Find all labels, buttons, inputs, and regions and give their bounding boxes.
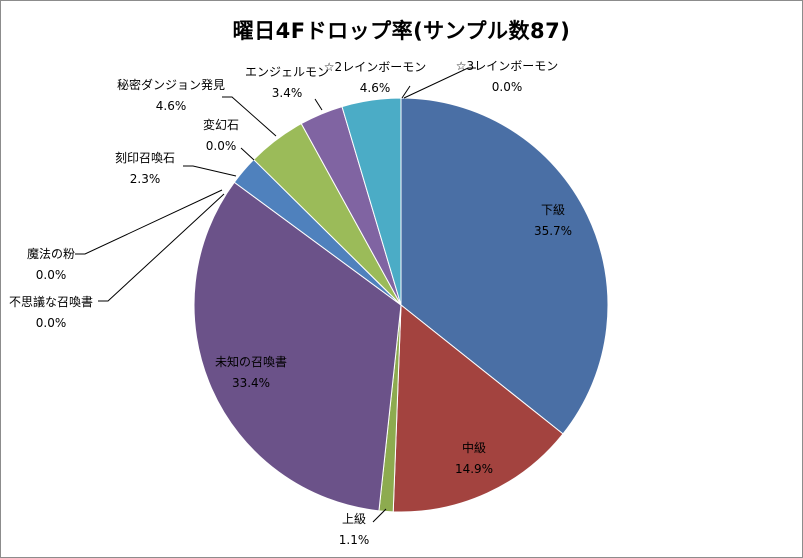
slice-11-name-label: ☆3レインボーモン bbox=[456, 59, 558, 73]
slice-4-value-label: 0.0% bbox=[36, 316, 67, 330]
slice-0 bbox=[400, 97, 609, 435]
slice-3 bbox=[193, 181, 402, 512]
slice-8-leader-line bbox=[222, 96, 277, 137]
slice-0-name-label: 下級 bbox=[541, 203, 565, 217]
slice-10-leader-line bbox=[401, 85, 411, 99]
slice-2-value-label: 1.1% bbox=[339, 533, 370, 547]
slice-8-name-label: 秘密ダンジョン発見 bbox=[117, 77, 225, 92]
slice-9-leader-line bbox=[314, 98, 323, 111]
slice-10-name-label: ☆2レインボーモン bbox=[324, 60, 426, 74]
slice-4-name-label: 不思議な召喚書 bbox=[9, 295, 93, 309]
slice-5-name-label: 魔法の粉 bbox=[27, 246, 75, 261]
slice-3-value-label: 33.4% bbox=[232, 376, 270, 390]
slice-6-name-label: 刻印召喚石 bbox=[115, 151, 175, 165]
slice-8-value-label: 4.6% bbox=[156, 99, 187, 113]
slice-1-value-label: 14.9% bbox=[455, 462, 493, 476]
slice-11-leader-line bbox=[403, 67, 476, 99]
slice-7-name-label: 変幻石 bbox=[203, 117, 239, 132]
slice-0-value-label: 35.7% bbox=[534, 224, 572, 238]
slice-2-leader-line bbox=[372, 508, 387, 523]
slice-5-leader-line bbox=[75, 189, 223, 255]
slice-6-value-label: 2.3% bbox=[130, 172, 161, 186]
slice-10-value-label: 4.6% bbox=[360, 81, 391, 95]
slice-1-name-label: 中級 bbox=[462, 440, 486, 455]
chart-title: 曜日4Fドロップ率(サンプル数87) bbox=[232, 19, 571, 43]
slice-7-value-label: 0.0% bbox=[206, 139, 237, 153]
slice-4-leader-line bbox=[98, 193, 225, 302]
slice-10 bbox=[341, 97, 402, 306]
slice-7-leader-line bbox=[240, 147, 255, 161]
slice-3-name-label: 未知の召喚書 bbox=[215, 355, 287, 369]
slice-5-value-label: 0.0% bbox=[36, 268, 67, 282]
slice-1 bbox=[392, 303, 564, 513]
slice-11-value-label: 0.0% bbox=[492, 80, 523, 94]
slice-2-name-label: 上級 bbox=[342, 512, 366, 526]
slice-6-leader-line bbox=[183, 165, 237, 177]
slice-9-value-label: 3.4% bbox=[272, 86, 303, 100]
slice-9-name-label: エンジェルモン bbox=[245, 65, 329, 79]
